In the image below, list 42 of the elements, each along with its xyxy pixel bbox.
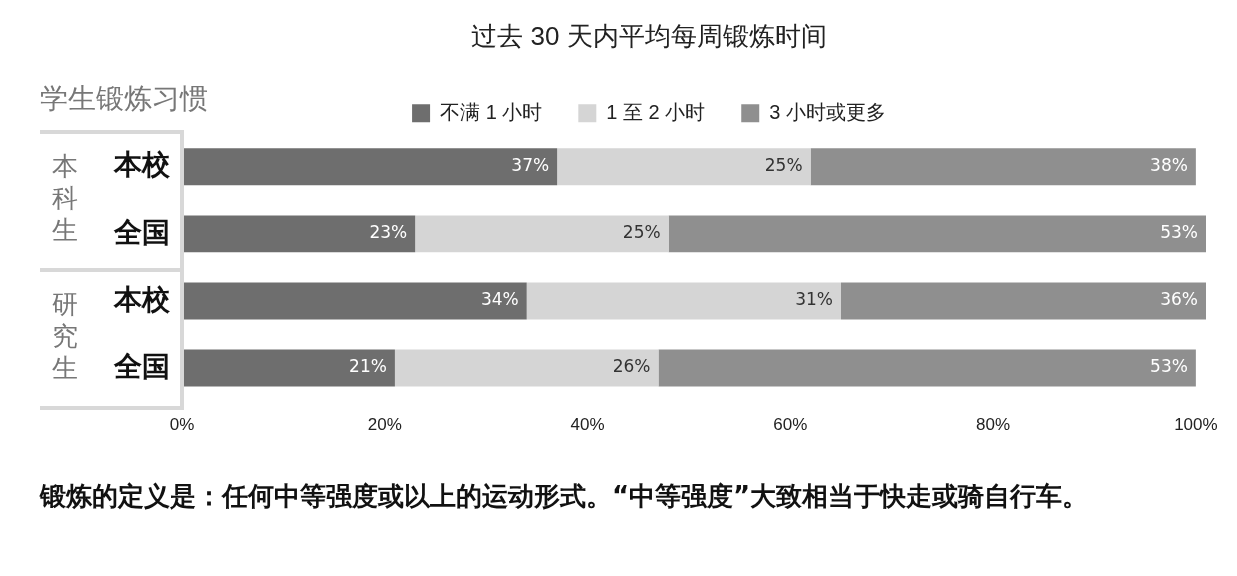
y-tick-label: 本校 — [113, 283, 171, 315]
bar — [526, 282, 842, 320]
bar — [557, 148, 811, 186]
bar — [658, 349, 1196, 387]
data-label: 38% — [1150, 155, 1188, 176]
x-tick-label: 0% — [169, 415, 195, 435]
legend-label: 不满 1 小时 — [440, 100, 543, 123]
x-tick-label: 80% — [976, 415, 1011, 435]
x-tick-label: 40% — [570, 415, 605, 435]
legend-label: 1 至 2 小时 — [606, 100, 706, 123]
data-label: 36% — [1160, 289, 1198, 310]
data-label: 25% — [622, 222, 661, 243]
data-label: 53% — [1160, 222, 1198, 243]
text: 研究生 — [51, 288, 79, 384]
x-tick-label: 20% — [367, 415, 402, 435]
bar — [810, 148, 1196, 186]
text: 本科生 — [51, 150, 79, 246]
chart-title: 过去 30 天内平均每周锻炼时间 — [471, 20, 827, 51]
bar — [182, 282, 527, 320]
data-label: 34% — [480, 289, 519, 310]
bar — [182, 349, 395, 387]
data-label: 53% — [1150, 356, 1188, 377]
y-tick-label: 本校 — [113, 149, 171, 181]
bar — [182, 215, 416, 253]
data-label: 31% — [795, 289, 834, 310]
data-label: 23% — [369, 222, 408, 243]
data-label: 21% — [349, 356, 387, 377]
bar — [668, 215, 1206, 253]
data-label: 25% — [764, 155, 803, 176]
text: 锻炼的定义是：任何中等强度或以上的运动形式。“中等强度”大致相当于快走或骑自行车。 — [40, 480, 1090, 513]
x-tick-label: 100% — [1174, 415, 1218, 435]
bar — [841, 282, 1206, 320]
y-tick-label: 全国 — [113, 350, 170, 382]
bar — [394, 349, 659, 387]
data-label: 26% — [612, 356, 651, 377]
bar — [182, 148, 558, 186]
y-tick-label: 全国 — [113, 216, 170, 248]
x-tick-label: 60% — [773, 415, 808, 435]
bar — [415, 215, 669, 253]
legend-label: 3 小时或更多 — [769, 100, 886, 123]
y-axis-title: 学生锻炼习惯 — [40, 81, 208, 117]
data-label: 37% — [511, 155, 550, 176]
